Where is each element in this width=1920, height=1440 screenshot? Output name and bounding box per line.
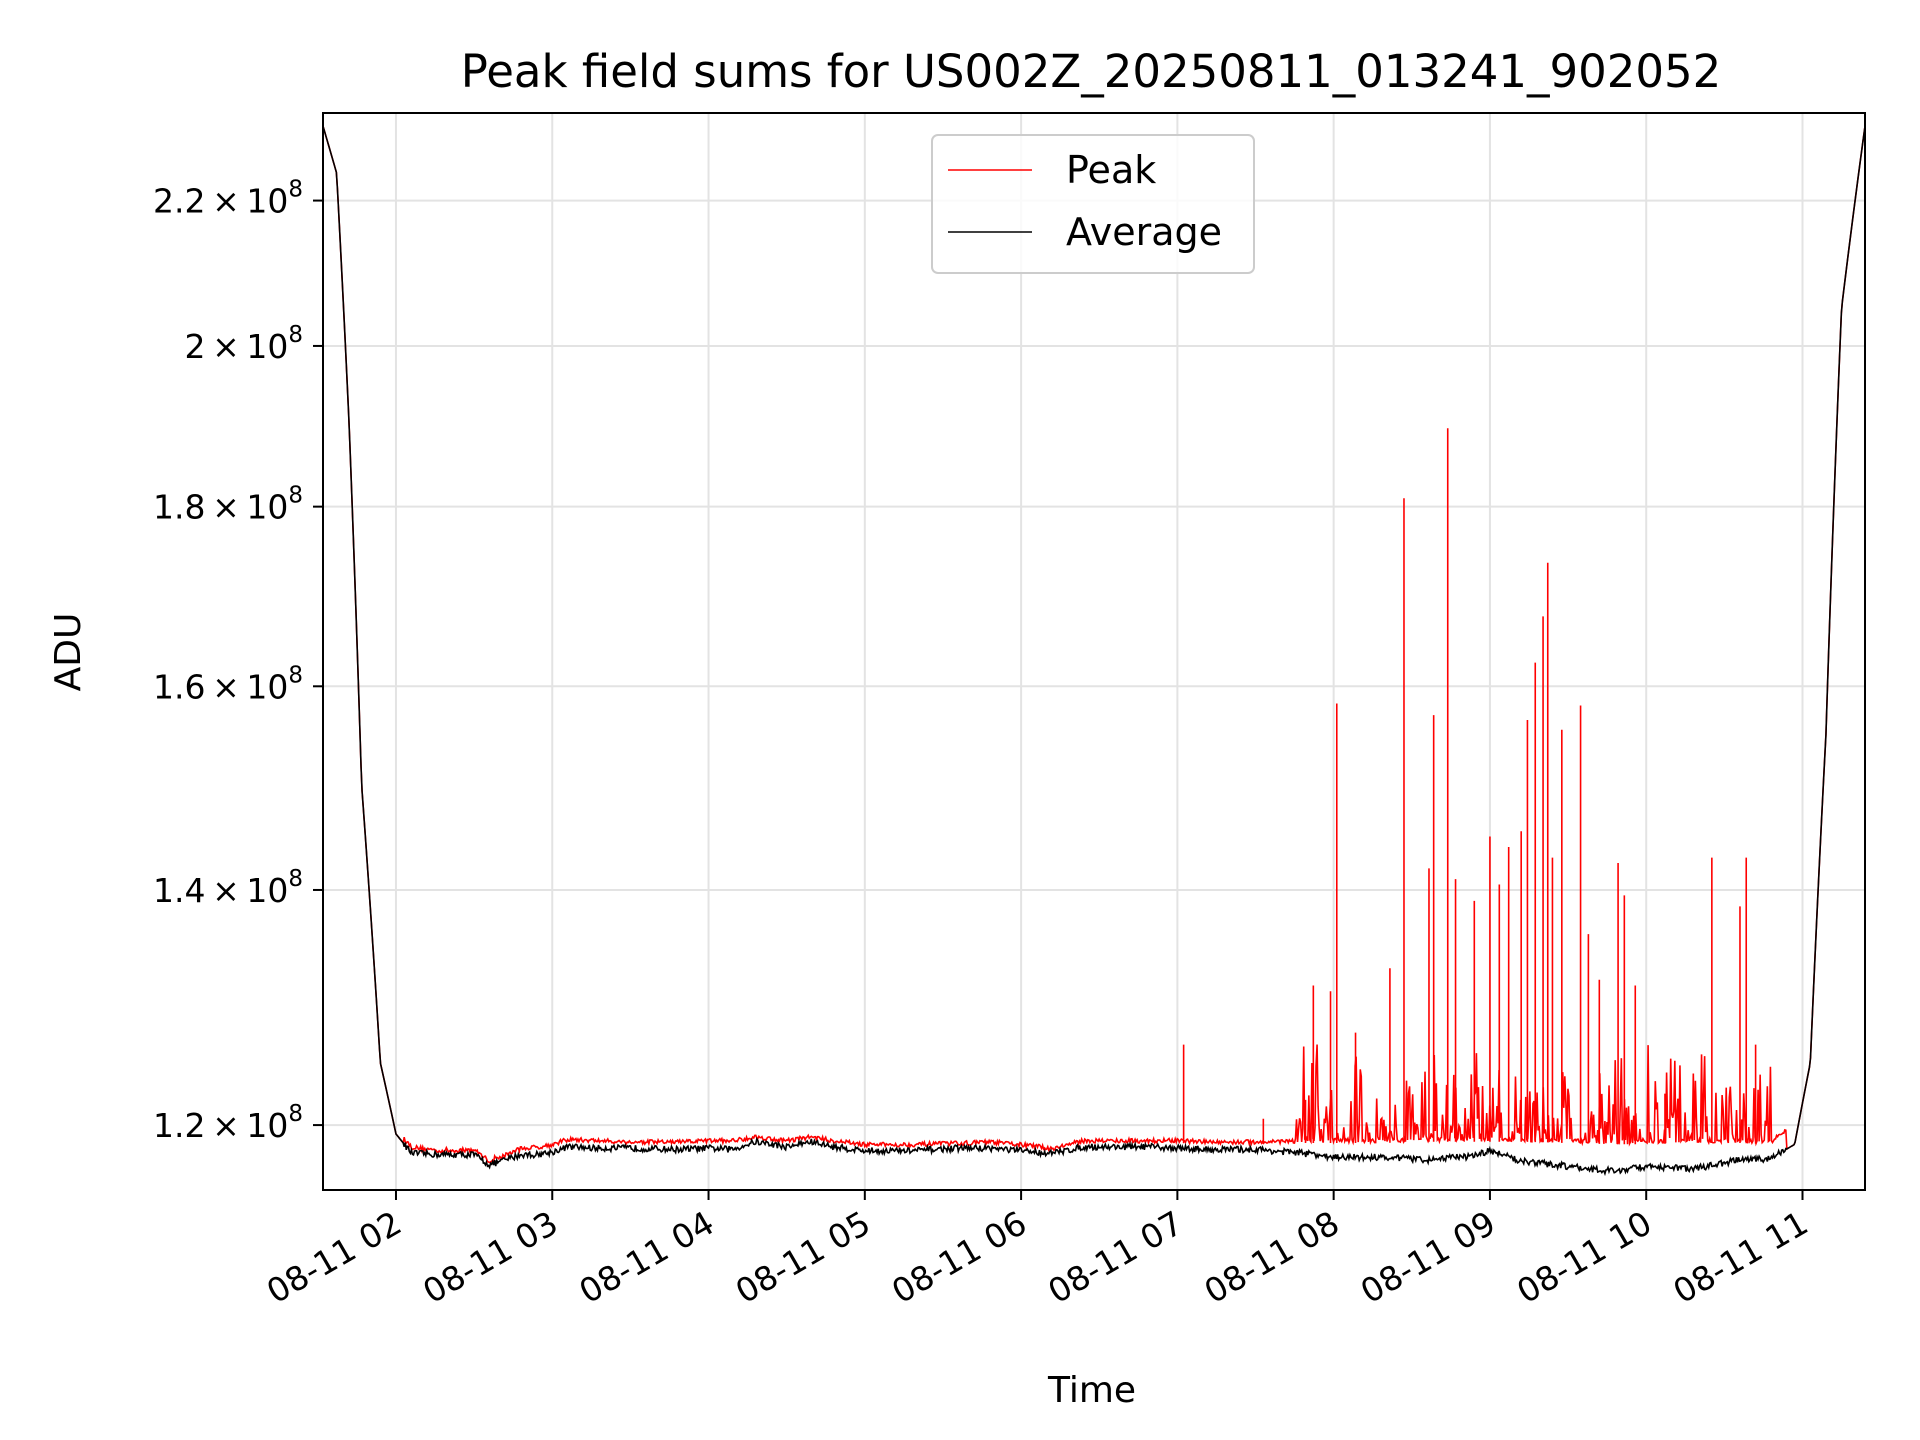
x-tick-label: 08-11 07 <box>1041 1203 1189 1311</box>
x-tick-label: 08-11 09 <box>1354 1203 1502 1311</box>
chart-title: Peak field sums for US002Z_20250811_0132… <box>461 45 1722 98</box>
grid <box>323 113 1865 1190</box>
series-average-line <box>323 125 1865 1177</box>
x-tick-label: 08-11 02 <box>260 1203 408 1311</box>
x-tick-label: 08-11 05 <box>729 1203 877 1311</box>
x-axis-title: Time <box>1047 1370 1136 1411</box>
y-tick-label: 1.8 × 108 <box>153 483 303 527</box>
x-tick-label: 08-11 04 <box>573 1203 721 1311</box>
x-tick-label: 08-11 08 <box>1198 1203 1346 1311</box>
y-tick-label: 1.4 × 108 <box>153 866 303 910</box>
y-tick-label: 1.6 × 108 <box>153 662 303 706</box>
x-tick-label: 08-11 06 <box>885 1203 1033 1311</box>
y-tick-label: 1.2 × 108 <box>153 1101 303 1145</box>
legend: Peak Average <box>931 134 1255 274</box>
x-tick-label: 08-11 10 <box>1510 1203 1658 1311</box>
legend-average-label: Average <box>1066 210 1222 254</box>
y-tick-label: 2.2 × 108 <box>153 177 303 221</box>
series-peak-line <box>323 125 1865 1164</box>
x-tick-label: 08-11 03 <box>416 1203 564 1311</box>
peak-spikes <box>1182 428 1757 1145</box>
x-tick-label: 08-11 11 <box>1666 1203 1814 1311</box>
x-axis-ticks: 08-11 02 08-11 03 08-11 04 08-11 05 08-11 06… <box>260 1190 1814 1311</box>
y-axis-ticks: 1.2 × 108 1.4 × 108 1.6 × 108 1.8 × 108 2 × … <box>153 177 323 1145</box>
legend-peak-label: Peak <box>1066 148 1156 192</box>
y-axis-title: ADU <box>48 613 89 692</box>
y-tick-label: 2 × 108 <box>185 322 303 366</box>
plot-frame <box>322 112 1866 1191</box>
